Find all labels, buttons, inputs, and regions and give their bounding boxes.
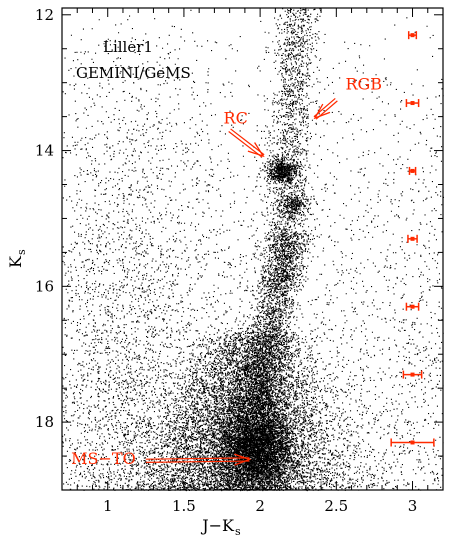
x-axis-label-subscript: s — [235, 525, 241, 538]
annotation-arrow-shaft — [145, 457, 250, 460]
annotation-arrow-head — [313, 103, 331, 120]
annotation-arrow-shaft — [228, 130, 263, 158]
error-bars — [390, 31, 435, 447]
plot-frame — [61, 7, 444, 491]
star-points — [62, 8, 444, 492]
error-bar — [405, 302, 420, 311]
annotation-arrow-head — [234, 453, 252, 466]
x-tick-label: 1.5 — [172, 497, 196, 515]
y-tick-label: 14 — [35, 142, 54, 160]
error-bar — [407, 31, 418, 40]
y-axis-label: K — [6, 255, 25, 268]
y-axis-label-subscript: s — [15, 249, 28, 255]
annotation-label: RC — [224, 108, 248, 127]
annotation-label: RGB — [345, 74, 382, 93]
error-bar — [408, 166, 417, 175]
scatter-points — [62, 8, 444, 492]
annotation-arrow-shaft — [145, 460, 250, 464]
chart-title-line-1: Liller1 — [103, 38, 153, 56]
annotation-msto: MS−TO — [71, 449, 252, 468]
annotation-rc: RC — [224, 108, 265, 158]
y-tick-label: 12 — [35, 6, 54, 24]
x-tick-label: 2 — [255, 497, 265, 515]
annotations: RC RGB MS−TO — [71, 74, 382, 468]
x-tick-label: 3 — [408, 497, 418, 515]
chart-title-line-2: GEMINI/GeMS — [76, 64, 191, 82]
x-tick-label: 2.5 — [324, 497, 348, 515]
x-axis-label: J−K — [200, 516, 235, 535]
axis-ticks: 1 1.5 2 2.5 3 12 14 16 18 — [35, 6, 443, 515]
y-tick-label: 16 — [35, 277, 54, 295]
annotation-label: MS−TO — [71, 449, 136, 468]
annotation-rgb: RGB — [313, 74, 382, 120]
error-bar — [390, 438, 435, 447]
error-bar — [405, 99, 420, 108]
y-tick-label: 18 — [35, 413, 54, 431]
error-bar — [402, 370, 423, 379]
annotation-arrow-head — [247, 142, 265, 158]
annotation-arrow-shaft — [230, 128, 265, 156]
error-bar — [407, 234, 418, 243]
x-tick-label: 1 — [103, 497, 113, 515]
